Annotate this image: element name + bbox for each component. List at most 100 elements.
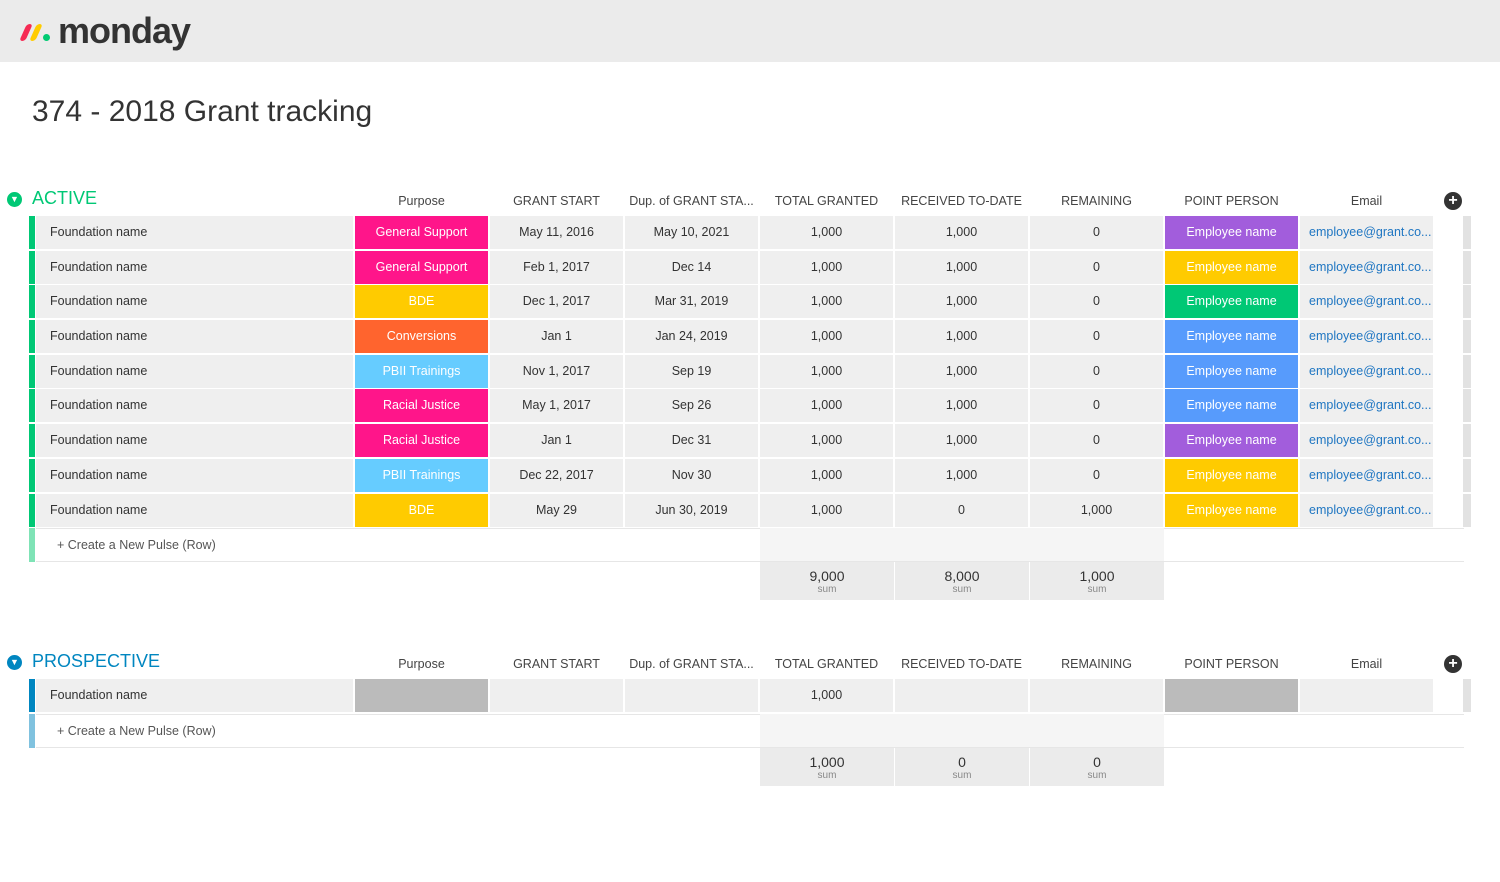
table-row[interactable]: Foundation name General Support May 11, 20… [0, 216, 1500, 251]
table-row[interactable]: Foundation name BDE Dec 1, 2017 Mar 31, 201… [0, 285, 1500, 320]
table-row[interactable]: Foundation name Conversions Jan 1 Jan 24, 2… [0, 320, 1500, 355]
dup-cell[interactable]: Jun 30, 2019 [625, 493, 758, 527]
column-header-received[interactable]: RECEIVED TO-DATE [901, 657, 1022, 671]
received-cell[interactable]: 1,000 [895, 250, 1028, 284]
person-cell[interactable]: Employee name [1165, 250, 1298, 284]
email-cell[interactable]: employee@grant.co... [1300, 285, 1433, 319]
purpose-cell[interactable]: Racial Justice [355, 389, 488, 423]
person-cell[interactable]: Employee name [1165, 458, 1298, 492]
foundation-name-cell[interactable]: Foundation name [36, 320, 353, 354]
start-cell[interactable]: May 29 [490, 493, 623, 527]
purpose-cell[interactable] [355, 679, 488, 712]
total-cell[interactable]: 1,000 [760, 458, 893, 492]
column-header-person[interactable]: POINT PERSON [1184, 657, 1279, 671]
create-new-pulse-row[interactable]: + Create a New Pulse (Row) [0, 713, 1500, 748]
table-row[interactable]: Foundation name General Support Feb 1, 201… [0, 250, 1500, 286]
purpose-cell[interactable]: BDE [355, 493, 488, 527]
email-cell[interactable]: employee@grant.co... [1300, 424, 1433, 458]
group-title[interactable]: ACTIVE [32, 188, 98, 208]
create-new-pulse-button[interactable]: + Create a New Pulse (Row) [57, 723, 216, 738]
start-cell[interactable]: May 1, 2017 [490, 389, 623, 423]
dup-cell[interactable]: Mar 31, 2019 [625, 285, 758, 319]
foundation-name-cell[interactable]: Foundation name [36, 458, 353, 492]
foundation-name-cell[interactable]: Foundation name [36, 216, 353, 249]
total-cell[interactable]: 1,000 [760, 250, 893, 284]
foundation-name-cell[interactable]: Foundation name [36, 250, 353, 284]
remaining-cell[interactable]: 0 [1030, 424, 1163, 458]
email-cell[interactable]: employee@grant.co... [1300, 250, 1433, 284]
remaining-cell[interactable]: 0 [1030, 458, 1163, 492]
column-header-person[interactable]: POINT PERSON [1184, 194, 1279, 208]
column-header-purpose[interactable]: Purpose [398, 657, 445, 671]
total-cell[interactable]: 1,000 [760, 389, 893, 423]
table-row[interactable]: Foundation name PBII Trainings Dec 22, 201… [0, 458, 1500, 494]
person-cell[interactable]: Employee name [1165, 354, 1298, 388]
start-cell[interactable]: Jan 1 [490, 424, 623, 458]
column-header-remaining[interactable]: REMAINING [1061, 657, 1132, 671]
table-row[interactable]: Foundation name Racial Justice May 1, 2017… [0, 389, 1500, 424]
start-cell[interactable]: Jan 1 [490, 320, 623, 354]
email-cell[interactable]: employee@grant.co... [1300, 354, 1433, 388]
collapse-chevron-icon[interactable]: ▼ [7, 192, 22, 207]
total-cell[interactable]: 1,000 [760, 679, 893, 712]
column-header-received[interactable]: RECEIVED TO-DATE [901, 194, 1022, 208]
purpose-cell[interactable]: PBII Trainings [355, 354, 488, 388]
person-cell[interactable]: Employee name [1165, 285, 1298, 319]
dup-cell[interactable]: Dec 14 [625, 250, 758, 284]
dup-cell[interactable]: Nov 30 [625, 458, 758, 492]
total-cell[interactable]: 1,000 [760, 354, 893, 388]
start-cell[interactable]: May 11, 2016 [490, 216, 623, 249]
add-column-plus-icon[interactable]: + [1444, 655, 1462, 673]
received-cell[interactable]: 0 [895, 493, 1028, 527]
start-cell[interactable]: Dec 22, 2017 [490, 458, 623, 492]
create-new-pulse-row[interactable]: + Create a New Pulse (Row) [0, 528, 1500, 563]
board-title[interactable]: 374 - 2018 Grant tracking [32, 95, 373, 128]
foundation-name-cell[interactable]: Foundation name [36, 389, 353, 423]
table-row[interactable]: Foundation name Racial Justice Jan 1 Dec 31… [0, 424, 1500, 459]
received-cell[interactable]: 1,000 [895, 320, 1028, 354]
received-cell[interactable]: 1,000 [895, 458, 1028, 492]
person-cell[interactable]: Employee name [1165, 389, 1298, 423]
dup-cell[interactable] [625, 679, 758, 712]
column-header-email[interactable]: Email [1350, 657, 1383, 671]
dup-cell[interactable]: Dec 31 [625, 424, 758, 458]
remaining-cell[interactable]: 0 [1030, 354, 1163, 388]
dup-cell[interactable]: Sep 26 [625, 389, 758, 423]
person-cell[interactable] [1165, 679, 1298, 712]
foundation-name-cell[interactable]: Foundation name [36, 354, 353, 388]
total-cell[interactable]: 1,000 [760, 285, 893, 319]
email-cell[interactable]: employee@grant.co... [1300, 389, 1433, 423]
received-cell[interactable]: 1,000 [895, 354, 1028, 388]
email-cell[interactable]: employee@grant.co... [1300, 216, 1433, 249]
dup-cell[interactable]: Sep 19 [625, 354, 758, 388]
received-cell[interactable]: 1,000 [895, 285, 1028, 319]
start-cell[interactable] [490, 679, 623, 712]
table-row[interactable]: Foundation name 1,000 [0, 679, 1500, 714]
purpose-cell[interactable]: General Support [355, 250, 488, 284]
purpose-cell[interactable]: Conversions [355, 320, 488, 354]
person-cell[interactable]: Employee name [1165, 493, 1298, 527]
purpose-cell[interactable]: BDE [355, 285, 488, 319]
purpose-cell[interactable]: General Support [355, 216, 488, 249]
foundation-name-cell[interactable]: Foundation name [36, 493, 353, 527]
remaining-cell[interactable]: 0 [1030, 250, 1163, 284]
purpose-cell[interactable]: PBII Trainings [355, 458, 488, 492]
dup-cell[interactable]: Jan 24, 2019 [625, 320, 758, 354]
received-cell[interactable] [895, 679, 1028, 712]
email-cell[interactable]: employee@grant.co... [1300, 320, 1433, 354]
total-cell[interactable]: 1,000 [760, 493, 893, 527]
table-row[interactable]: Foundation name BDE May 29 Jun 30, 2019 1,00… [0, 493, 1500, 529]
received-cell[interactable]: 1,000 [895, 216, 1028, 249]
person-cell[interactable]: Employee name [1165, 216, 1298, 249]
add-column-plus-icon[interactable]: + [1444, 192, 1462, 210]
person-cell[interactable]: Employee name [1165, 424, 1298, 458]
create-new-pulse-button[interactable]: + Create a New Pulse (Row) [57, 538, 216, 553]
table-row[interactable]: Foundation name PBII Trainings Nov 1, 2017… [0, 354, 1500, 390]
dup-cell[interactable]: May 10, 2021 [625, 216, 758, 249]
email-cell[interactable]: employee@grant.co... [1300, 458, 1433, 492]
start-cell[interactable]: Feb 1, 2017 [490, 250, 623, 284]
remaining-cell[interactable]: 1,000 [1030, 493, 1163, 527]
start-cell[interactable]: Dec 1, 2017 [490, 285, 623, 319]
total-cell[interactable]: 1,000 [760, 216, 893, 249]
monday-logo[interactable]: monday [19, 13, 191, 49]
